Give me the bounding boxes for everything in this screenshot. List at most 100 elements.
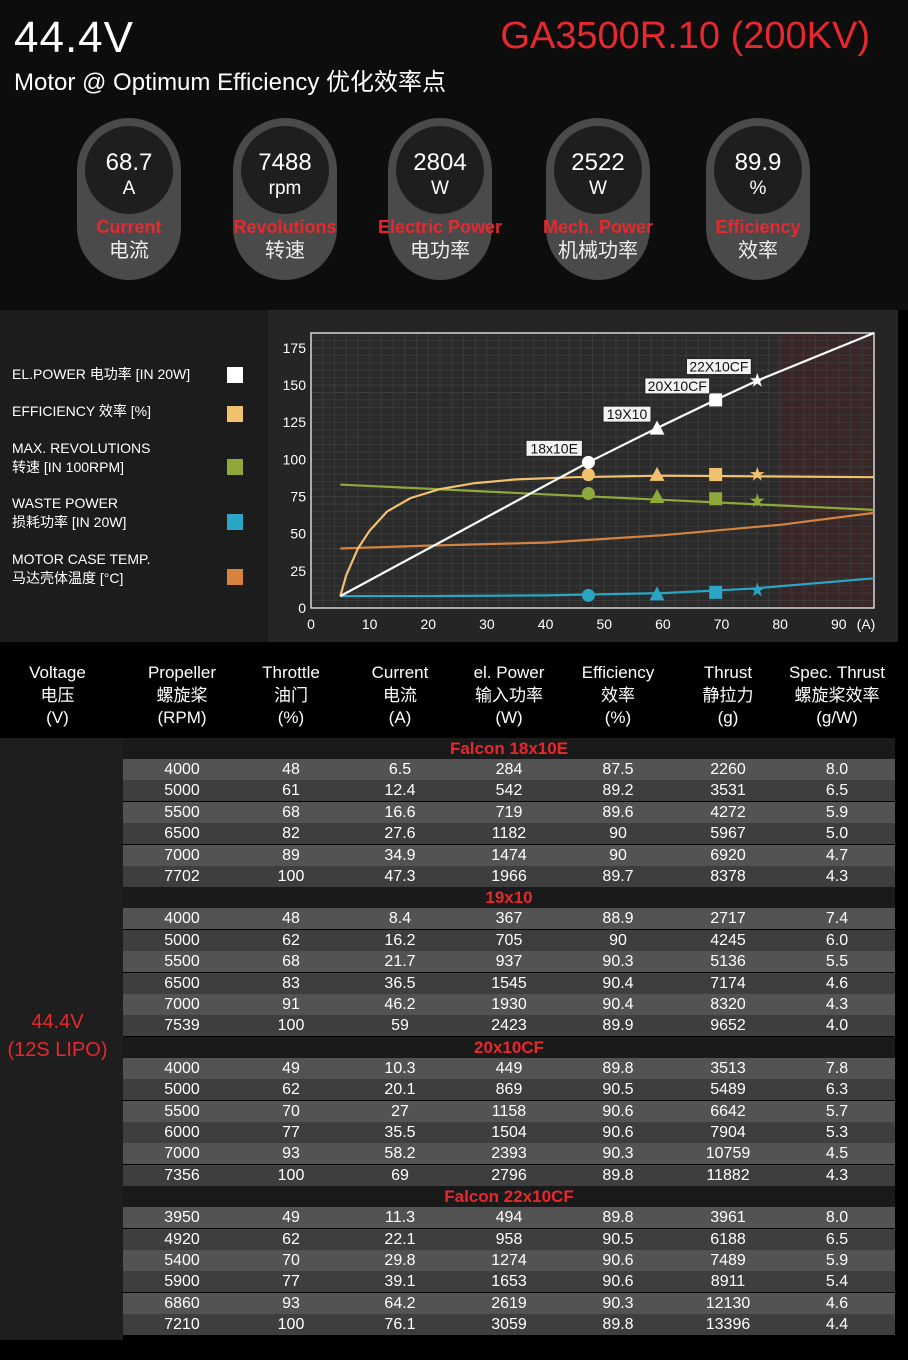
table-cell: 4.7 [825,846,849,864]
table-cell: 58.2 [384,1145,416,1163]
table-cell: 6500 [164,974,200,992]
legend-swatch-waste-power [227,514,243,530]
table-cell: 5967 [710,825,746,843]
table-cell: 2619 [491,1294,527,1312]
table-cell: 100 [277,868,305,885]
table-row: 6500 83 36.5 1545 90.4 7174 4.6 [123,972,895,994]
table-row: 4000 48 8.4 367 88.9 2717 7.4 [123,908,895,930]
performance-chart: 0 10 20 30 40 50 60 70 80 90 (A) 0 25 50 75 100 125 150 17… [283,331,875,632]
table-cell: 90.6 [602,1124,634,1141]
table-row: 4000 48 6.5 284 87.5 2260 8.0 [123,759,895,780]
table-cell: 9652 [710,1017,746,1035]
col-header-line: Current [371,663,429,682]
table-cell: 7174 [710,974,746,992]
plot-frame [310,332,875,609]
table-cell: 62 [282,1081,300,1099]
col-header-el-power: el. Power 输入功率 (W) [454,662,564,730]
table-cell: 7489 [710,1252,746,1269]
table-cell: 87.5 [602,761,634,778]
col-header-line: (g) [717,708,739,727]
table-cell: 5500 [164,953,200,971]
table-row: 5400 70 29.8 1274 90.6 7489 5.9 [123,1250,895,1271]
table-cell: 49 [282,1209,300,1227]
legend-label-efficiency: EFFICIENCY 效率 [%] [12,402,151,421]
table-cell: 3961 [710,1209,746,1227]
table-row: 4920 62 22.1 958 90.5 6188 6.5 [123,1228,895,1250]
gauge-value: 2804 [413,149,467,176]
col-header-line: Efficiency [581,663,655,682]
legend-label-waste-power: WASTE POWER 损耗功率 [IN 20W] [12,494,126,532]
table-cell: 5.9 [825,1252,849,1269]
gauge-label-cn: 转速 [265,240,305,262]
table-cell: 2796 [491,1166,527,1184]
gauge-revolutions: 7488 rpm Revolutions 转速 [233,118,337,280]
table-row: 4000 49 10.3 449 89.8 3513 7.8 [123,1057,895,1079]
table-cell: 90.3 [602,953,634,971]
table-cell: 70 [282,1252,300,1269]
table-cell: 90 [609,825,627,843]
y-tick-label: 50 [290,526,306,542]
table-cell: 1274 [491,1252,527,1269]
table-cell: 8.0 [825,761,849,778]
table-cell: 8378 [710,868,746,885]
legend-line: 马达壳体温度 [°C] [12,570,124,586]
gauge-current: 68.7 A Current 电流 [77,118,181,280]
marker-efficiency [649,466,665,481]
table-cell: 6000 [164,1124,200,1141]
table-row: 3950 49 11.3 494 89.8 3961 8.0 [123,1207,895,1229]
marker-revolutions [581,487,595,501]
table-cell: 89.7 [602,868,634,885]
col-header-line: (A) [388,708,412,727]
table-row: 5500 68 16.6 719 89.6 4272 5.9 [123,801,895,823]
table-cell: 4000 [164,761,200,778]
col-header-line: 电流 [383,685,417,705]
table-cell: 7539 [164,1017,200,1035]
legend-line: 损耗功率 [IN 20W] [12,514,127,530]
table-cell: 82 [282,825,300,843]
table-cell: 4.3 [825,1166,849,1184]
gauge-label-en: Revolutions [233,217,337,237]
table-cell: 6642 [710,1102,746,1120]
col-header-line: 油门 [274,685,308,705]
table-cell: 1653 [491,1273,527,1291]
table-cell: 100 [277,1316,305,1334]
table-cell: 90 [609,846,627,864]
table-cell: 21.7 [384,953,416,971]
gauge-label-en: Efficiency [715,217,801,237]
col-header-line: Propeller [147,663,217,682]
table-cell: 4.0 [825,1017,849,1035]
marker-label-box [685,358,752,376]
table-cell: 7904 [710,1124,746,1141]
col-header-line: Spec. Thrust [788,663,886,682]
table-row: 7210 100 76.1 3059 89.8 13396 4.4 [123,1314,895,1336]
table-cell: 27 [391,1102,409,1120]
table-cell: 35.5 [384,1124,416,1141]
marker-revolutions [749,493,765,508]
col-header-line: (g/W) [816,708,858,727]
table-cell: 6.3 [825,1081,849,1099]
table-cell: 90 [609,931,627,949]
table-cell: 4.3 [825,996,849,1013]
col-header-thrust: Thrust 静拉力 (g) [673,662,783,730]
table-cell: 8320 [710,996,746,1013]
col-header-line: 效率 [601,685,635,705]
gauge-electric-power: 2804 W Electric Power 电功率 [378,118,502,280]
x-tick-label: 0 [307,616,315,632]
table-cell: 89.8 [602,1059,634,1077]
y-tick-label: 25 [290,563,306,579]
gauge-unit: A [122,178,136,199]
table-cell: 1930 [491,996,527,1013]
table-row: 7356 100 69 2796 89.8 11882 4.3 [123,1164,895,1186]
table-cell: 36.5 [384,974,416,992]
marker-revolutions [649,489,665,504]
col-header-current: Current 电流 (A) [345,662,455,730]
table-cell: 869 [495,1081,523,1099]
table-cell: 8.0 [825,1209,849,1227]
gauge-efficiency: 89.9 % Efficiency 效率 [706,118,810,280]
table-row: 5000 62 16.2 705 90 4245 6.0 [123,929,895,951]
table-cell: 89.9 [602,1017,634,1035]
marker-label: 22X10CF [689,359,748,375]
table-cell: 494 [495,1209,523,1227]
table-cell: 1545 [491,974,527,992]
table-cell: 90.5 [602,1081,634,1099]
